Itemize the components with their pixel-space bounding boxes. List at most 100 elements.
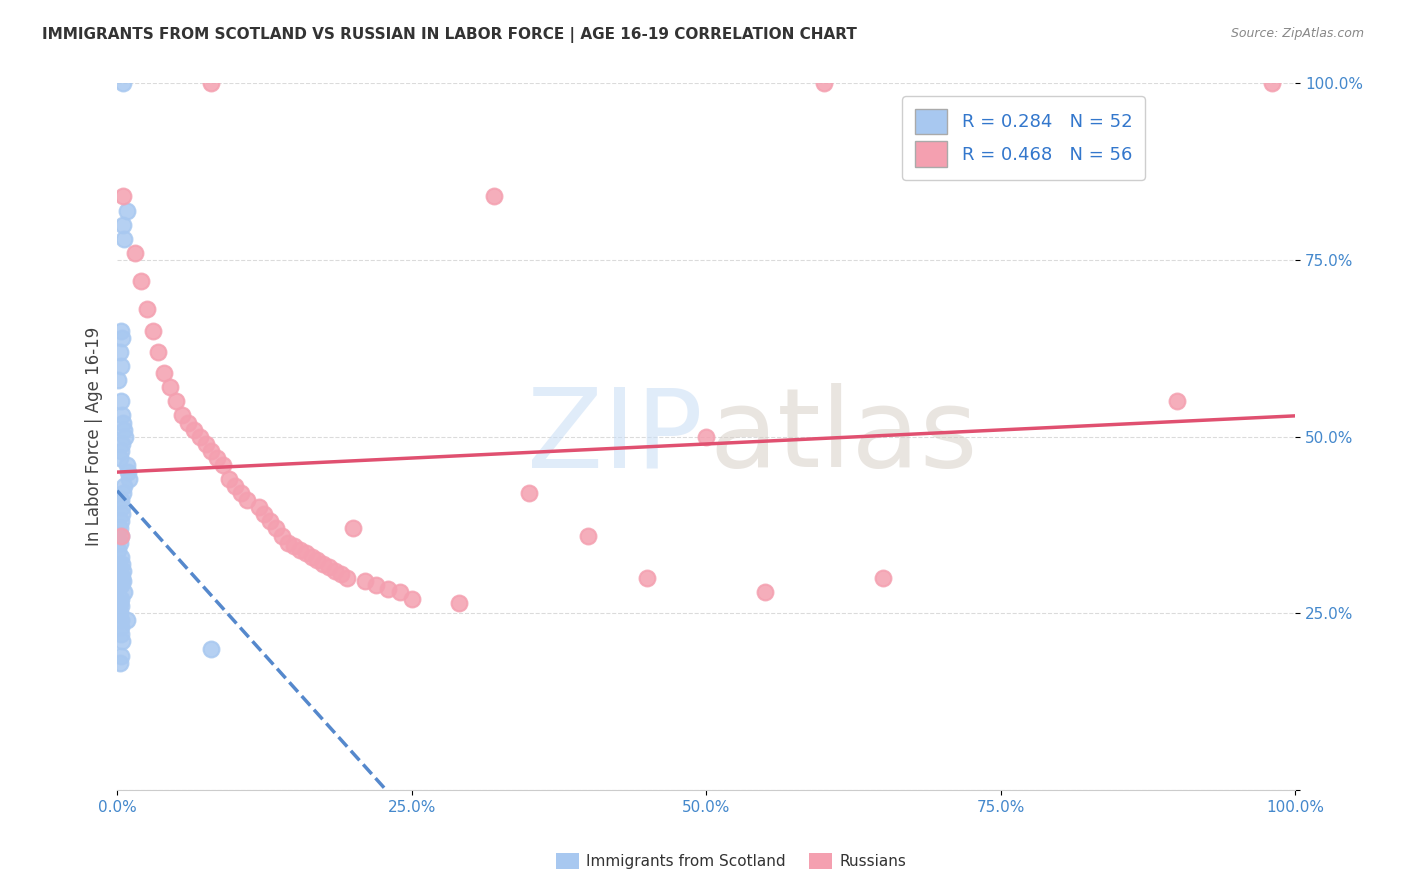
Point (110, 592, 132, 607)
Point (259, 515, 281, 529)
Point (264, 521, 287, 535)
Point (366, 578, 388, 592)
Point (872, 571, 894, 585)
Point (323, 564, 346, 578)
Point (194, 436, 217, 450)
Point (112, 486, 135, 500)
Point (283, 539, 305, 553)
Point (271, 528, 294, 542)
Point (111, 500, 134, 515)
Point (813, 77, 835, 91)
Text: ZIP: ZIP (527, 384, 703, 490)
Point (110, 627, 132, 641)
Point (236, 493, 259, 508)
Point (447, 596, 470, 610)
Point (111, 634, 134, 648)
Point (110, 493, 132, 508)
Point (110, 515, 132, 529)
Point (112, 416, 135, 430)
Point (112, 77, 135, 91)
Point (107, 603, 129, 617)
Point (200, 443, 222, 458)
Point (288, 542, 311, 557)
Point (277, 535, 299, 549)
Point (129, 274, 152, 288)
Point (401, 592, 423, 607)
Point (115, 458, 138, 472)
Point (141, 324, 163, 338)
Point (482, 189, 505, 203)
Point (110, 578, 132, 592)
Point (170, 409, 193, 423)
Point (754, 585, 776, 599)
Point (200, 641, 222, 656)
Point (148, 344, 170, 359)
Point (224, 479, 246, 493)
Point (114, 430, 136, 444)
Point (107, 542, 129, 557)
Point (110, 613, 132, 627)
Point (112, 574, 135, 589)
Point (110, 528, 132, 542)
Point (253, 508, 276, 522)
Point (177, 416, 200, 430)
Point (159, 380, 181, 394)
Point (218, 472, 240, 486)
Point (294, 546, 316, 560)
Point (108, 344, 131, 359)
Point (110, 394, 132, 409)
Point (110, 648, 132, 663)
Point (301, 549, 323, 564)
Point (307, 553, 329, 567)
Point (111, 508, 134, 522)
Point (135, 302, 157, 317)
Point (695, 430, 717, 444)
Text: atlas: atlas (710, 384, 979, 490)
Point (110, 567, 132, 582)
Point (115, 613, 138, 627)
Point (111, 409, 134, 423)
Point (112, 423, 135, 437)
Legend: Immigrants from Scotland, Russians: Immigrants from Scotland, Russians (550, 847, 912, 875)
Point (110, 549, 132, 564)
Point (110, 359, 132, 373)
Point (110, 599, 132, 614)
Point (107, 373, 129, 387)
Point (388, 585, 411, 599)
Point (165, 394, 187, 409)
Point (111, 436, 134, 450)
Point (108, 606, 131, 620)
Point (108, 596, 131, 610)
Point (519, 486, 541, 500)
Point (108, 521, 131, 535)
Point (108, 450, 131, 465)
Point (118, 472, 141, 486)
Point (342, 521, 364, 535)
Point (207, 450, 229, 465)
Point (212, 458, 235, 472)
Point (112, 218, 135, 232)
Point (112, 232, 135, 246)
Point (188, 430, 211, 444)
Point (247, 500, 270, 515)
Point (115, 203, 138, 218)
Point (112, 479, 135, 493)
Point (111, 571, 134, 585)
Point (110, 620, 132, 634)
Point (576, 528, 599, 542)
Point (1166, 394, 1188, 409)
Point (108, 535, 131, 549)
Point (112, 189, 135, 203)
Point (312, 557, 335, 571)
Point (330, 567, 353, 582)
Point (636, 571, 658, 585)
Point (111, 557, 134, 571)
Point (110, 324, 132, 338)
Point (124, 246, 146, 260)
Point (200, 77, 222, 91)
Point (229, 486, 252, 500)
Point (117, 465, 139, 479)
Point (377, 582, 399, 596)
Point (353, 574, 375, 589)
Point (112, 564, 135, 578)
